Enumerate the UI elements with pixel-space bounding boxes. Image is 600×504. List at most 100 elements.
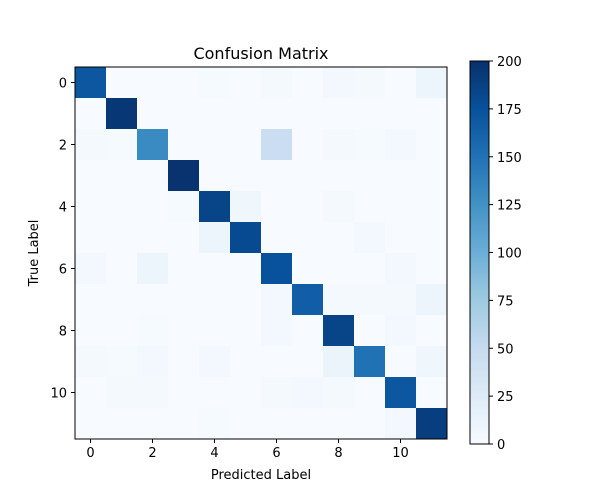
matrix-cell-r3-c10 bbox=[385, 160, 417, 192]
colorbar-tick-label: 150 bbox=[497, 151, 522, 166]
matrix-cell-r8-c5 bbox=[230, 315, 262, 347]
x-axis-label: Predicted Label bbox=[211, 468, 311, 483]
matrix-cell-r3-c2 bbox=[137, 160, 169, 192]
colorbar-ticks: 0 25 50 75 100 125 150 175 200 bbox=[489, 55, 522, 453]
matrix-cell-r3-c9 bbox=[354, 160, 386, 192]
matrix-cell-r8-c6 bbox=[261, 315, 293, 347]
matrix-cell-r7-c3 bbox=[168, 284, 200, 316]
matrix-cell-r10-c11 bbox=[416, 377, 448, 409]
matrix-cell-r3-c11 bbox=[416, 160, 448, 192]
matrix-cell-r5-c6 bbox=[261, 222, 293, 254]
matrix-cell-r10-c7 bbox=[292, 377, 324, 409]
matrix-cell-r0-c1 bbox=[106, 67, 138, 99]
matrix-cell-r6-c7 bbox=[292, 253, 324, 285]
colorbar-tick-label: 125 bbox=[497, 199, 522, 214]
matrix-cell-r6-c3 bbox=[168, 253, 200, 285]
matrix-cell-r3-c5 bbox=[230, 160, 262, 192]
matrix-cell-r2-c5 bbox=[230, 129, 262, 161]
matrix-cell-r6-c4 bbox=[199, 253, 231, 285]
matrix-cell-r4-c9 bbox=[354, 191, 386, 223]
matrix-cell-r1-c11 bbox=[416, 98, 448, 130]
matrix-cell-r1-c7 bbox=[292, 98, 324, 130]
colorbar bbox=[469, 60, 490, 445]
matrix-cell-r8-c0 bbox=[75, 315, 107, 347]
matrix-cell-r10-c5 bbox=[230, 377, 262, 409]
matrix-cell-r2-c9 bbox=[354, 129, 386, 161]
matrix-cell-r1-c3 bbox=[168, 98, 200, 130]
matrix-cell-r11-c5 bbox=[230, 408, 262, 440]
matrix-cell-r5-c5 bbox=[230, 222, 262, 254]
matrix-cell-r4-c2 bbox=[137, 191, 169, 223]
matrix-cell-r0-c11 bbox=[416, 67, 448, 99]
matrix-cell-r9-c2 bbox=[137, 346, 169, 378]
matrix-cell-r4-c4 bbox=[199, 191, 231, 223]
matrix-cell-r2-c4 bbox=[199, 129, 231, 161]
matrix-cell-r3-c8 bbox=[323, 160, 355, 192]
matrix-cell-r0-c10 bbox=[385, 67, 417, 99]
matrix-cell-r8-c7 bbox=[292, 315, 324, 347]
matrix-cell-r11-c7 bbox=[292, 408, 324, 440]
matrix-cell-r4-c10 bbox=[385, 191, 417, 223]
heatmap-cells bbox=[75, 67, 448, 440]
matrix-cell-r8-c8 bbox=[323, 315, 355, 347]
matrix-cell-r0-c8 bbox=[323, 67, 355, 99]
matrix-cell-r6-c9 bbox=[354, 253, 386, 285]
matrix-cell-r5-c11 bbox=[416, 222, 448, 254]
matrix-cell-r10-c8 bbox=[323, 377, 355, 409]
matrix-cell-r4-c0 bbox=[75, 191, 107, 223]
matrix-cell-r6-c2 bbox=[137, 253, 169, 285]
matrix-cell-r9-c9 bbox=[354, 346, 386, 378]
y-tick-label: 10 bbox=[50, 387, 67, 402]
matrix-cell-r6-c5 bbox=[230, 253, 262, 285]
matrix-cell-r0-c0 bbox=[75, 67, 107, 99]
matrix-cell-r10-c1 bbox=[106, 377, 138, 409]
x-tick-label: 0 bbox=[86, 446, 94, 461]
colorbar-tick-label: 0 bbox=[497, 438, 505, 453]
matrix-cell-r11-c9 bbox=[354, 408, 386, 440]
matrix-cell-r0-c3 bbox=[168, 67, 200, 99]
y-tick-label: 0 bbox=[59, 77, 67, 92]
matrix-cell-r8-c11 bbox=[416, 315, 448, 347]
colorbar-tick-label: 50 bbox=[497, 342, 514, 357]
matrix-cell-r10-c4 bbox=[199, 377, 231, 409]
matrix-cell-r7-c9 bbox=[354, 284, 386, 316]
matrix-cell-r0-c5 bbox=[230, 67, 262, 99]
matrix-cell-r10-c9 bbox=[354, 377, 386, 409]
colorbar-tick-label: 200 bbox=[497, 55, 522, 70]
matrix-cell-r11-c1 bbox=[106, 408, 138, 440]
chart-title: Confusion Matrix bbox=[193, 44, 328, 63]
matrix-cell-r2-c11 bbox=[416, 129, 448, 161]
plot-frame bbox=[74, 66, 448, 440]
matrix-cell-r4-c3 bbox=[168, 191, 200, 223]
matrix-cell-r8-c2 bbox=[137, 315, 169, 347]
matrix-cell-r4-c11 bbox=[416, 191, 448, 223]
matrix-cell-r11-c10 bbox=[385, 408, 417, 440]
matrix-cell-r5-c0 bbox=[75, 222, 107, 254]
matrix-cell-r9-c11 bbox=[416, 346, 448, 378]
x-tick-label: 10 bbox=[392, 446, 409, 461]
y-axis-ticks: 0 2 4 6 8 10 bbox=[50, 77, 75, 402]
matrix-cell-r9-c5 bbox=[230, 346, 262, 378]
y-tick-label: 6 bbox=[59, 263, 67, 278]
matrix-cell-r9-c4 bbox=[199, 346, 231, 378]
x-tick-label: 8 bbox=[334, 446, 342, 461]
matrix-cell-r10-c10 bbox=[385, 377, 417, 409]
matrix-cell-r3-c0 bbox=[75, 160, 107, 192]
matrix-cell-r5-c7 bbox=[292, 222, 324, 254]
matrix-cell-r8-c4 bbox=[199, 315, 231, 347]
colorbar-tick-label: 25 bbox=[497, 390, 514, 405]
matrix-cell-r2-c3 bbox=[168, 129, 200, 161]
matrix-cell-r2-c2 bbox=[137, 129, 169, 161]
matrix-cell-r2-c0 bbox=[75, 129, 107, 161]
matrix-cell-r6-c0 bbox=[75, 253, 107, 285]
matrix-cell-r11-c3 bbox=[168, 408, 200, 440]
matrix-cell-r3-c4 bbox=[199, 160, 231, 192]
matrix-cell-r0-c4 bbox=[199, 67, 231, 99]
matrix-cell-r1-c0 bbox=[75, 98, 107, 130]
matrix-cell-r11-c0 bbox=[75, 408, 107, 440]
matrix-cell-r6-c11 bbox=[416, 253, 448, 285]
matrix-cell-r11-c11 bbox=[416, 408, 448, 440]
matrix-cell-r7-c7 bbox=[292, 284, 324, 316]
matrix-cell-r1-c2 bbox=[137, 98, 169, 130]
matrix-cell-r7-c5 bbox=[230, 284, 262, 316]
